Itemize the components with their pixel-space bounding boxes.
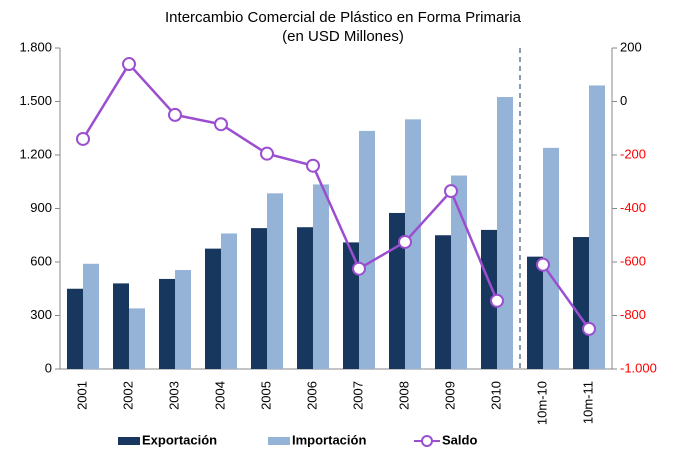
x-tick-label: 2010 <box>488 381 503 410</box>
legend-label: Exportación <box>142 432 217 447</box>
marker <box>536 257 550 272</box>
chart-subtitle: (en USD Millones) <box>282 28 404 45</box>
legend-swatch <box>118 437 140 445</box>
x-tick-label: 2001 <box>74 381 89 410</box>
y-tick-label: 600 <box>30 253 52 268</box>
y2-tick-label: -600 <box>620 253 646 268</box>
y2-tick-label: -200 <box>620 146 646 161</box>
legend-label: Importación <box>292 432 366 447</box>
bar <box>359 130 375 369</box>
x-tick-label: 2009 <box>442 381 457 410</box>
x-tick-label: 2003 <box>166 381 181 410</box>
legend-swatch <box>421 435 433 447</box>
x-tick-label: 2004 <box>212 381 227 410</box>
legend-swatch <box>268 437 290 445</box>
y-tick-label: 300 <box>30 307 52 322</box>
bar <box>221 233 237 369</box>
bar <box>159 278 175 369</box>
x-tick-label: 2006 <box>304 381 319 410</box>
legend-label: Saldo <box>442 432 477 447</box>
bar <box>497 97 513 370</box>
bar <box>573 237 589 369</box>
x-tick-label: 10m-11 <box>580 381 595 424</box>
bar <box>297 227 313 369</box>
chart-title: Intercambio Comercial de Plástico en For… <box>165 9 522 26</box>
y-tick-label: 1.200 <box>19 146 52 161</box>
bar <box>589 85 605 369</box>
line <box>81 61 499 302</box>
bar <box>543 147 559 369</box>
bar <box>251 228 267 369</box>
marker <box>260 146 274 161</box>
bar <box>527 256 543 369</box>
marker <box>214 117 228 132</box>
y2-tick-label: -800 <box>620 307 646 322</box>
bar <box>405 119 421 369</box>
y-tick-label: 1.800 <box>19 39 52 54</box>
bar <box>481 229 497 369</box>
x-tick-label: 10m-10 <box>534 381 549 425</box>
bar <box>175 270 191 369</box>
marker <box>490 293 504 308</box>
bar <box>435 235 451 369</box>
y2-tick-label: -400 <box>620 200 646 215</box>
line <box>541 263 591 330</box>
bar <box>113 283 129 369</box>
x-tick-label: 2005 <box>258 381 273 410</box>
marker <box>122 57 136 72</box>
bar <box>83 263 99 369</box>
marker <box>398 234 412 249</box>
y-tick-label: 1.500 <box>19 93 52 108</box>
y2-tick-label: -1.000 <box>620 360 657 375</box>
x-tick-label: 2002 <box>120 381 135 410</box>
marker <box>444 184 458 199</box>
y2-tick-label: 200 <box>620 39 642 54</box>
bar <box>67 288 83 369</box>
bar <box>451 175 467 369</box>
marker <box>306 158 320 173</box>
y2-tick-label: 0 <box>620 93 627 108</box>
y-tick-label: 900 <box>30 200 52 215</box>
bar <box>389 212 405 369</box>
marker <box>352 261 366 276</box>
x-tick-label: 2007 <box>350 381 365 410</box>
marker <box>582 321 596 336</box>
x-tick-label: 2008 <box>396 381 411 410</box>
bar <box>205 248 221 369</box>
bar <box>267 193 283 369</box>
y-tick-label: 0 <box>45 360 52 375</box>
bar <box>313 184 329 369</box>
marker <box>76 131 90 146</box>
marker <box>168 107 182 122</box>
bar <box>129 308 145 369</box>
